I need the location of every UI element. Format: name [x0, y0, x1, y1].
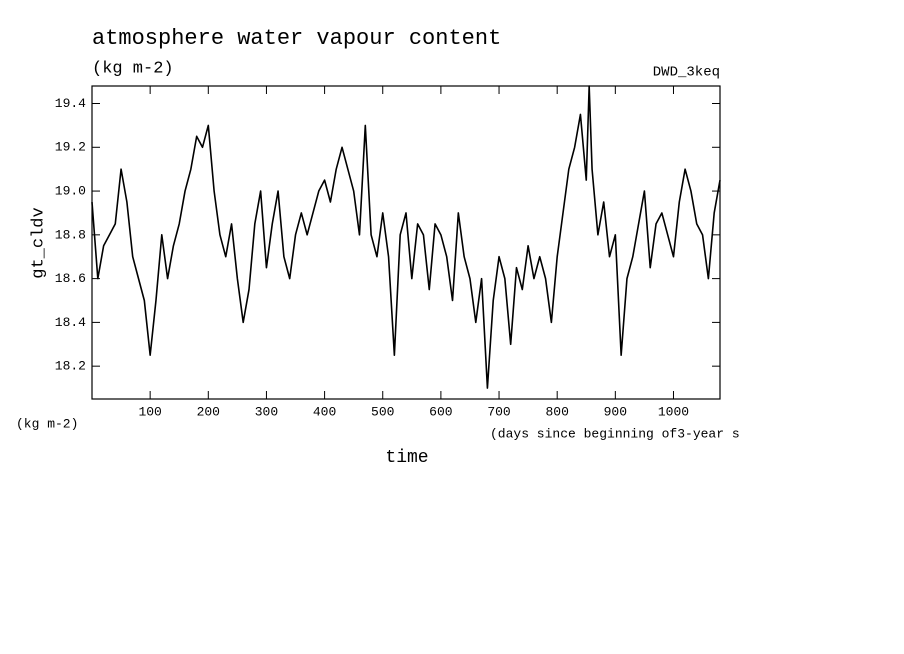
- subtitle: (kg m-2): [92, 59, 174, 78]
- x-tick-label: 200: [197, 404, 220, 419]
- y-unit: (kg m-2): [16, 416, 78, 431]
- x-note: (days since beginning of3-year s: [490, 426, 740, 441]
- y-tick-label: 19.0: [55, 184, 86, 199]
- x-tick-label: 500: [371, 404, 394, 419]
- plot-frame: [91, 85, 721, 400]
- chart-title: atmosphere water vapour content: [92, 26, 501, 51]
- x-tick-label: 1000: [658, 404, 689, 419]
- tag: DWD_3keq: [653, 65, 720, 81]
- data-line: [91, 85, 721, 389]
- x-tick-label: 400: [313, 404, 336, 419]
- x-tick-label: 100: [138, 404, 161, 419]
- y-tick-label: 19.4: [55, 96, 86, 111]
- y-tick-label: 19.2: [55, 140, 86, 155]
- y-axis-label: gt_cldv: [29, 207, 48, 278]
- x-tick-label: 300: [255, 404, 278, 419]
- x-axis-label: time: [385, 448, 428, 468]
- y-tick-label: 18.6: [55, 271, 86, 286]
- y-tick-label: 18.4: [55, 315, 86, 330]
- x-tick-label: 600: [429, 404, 452, 419]
- x-tick-label: 900: [604, 404, 627, 419]
- y-tick-label: 18.8: [55, 227, 86, 242]
- x-tick-label: 800: [545, 404, 568, 419]
- y-tick-label: 18.2: [55, 359, 86, 374]
- x-tick-label: 700: [487, 404, 510, 419]
